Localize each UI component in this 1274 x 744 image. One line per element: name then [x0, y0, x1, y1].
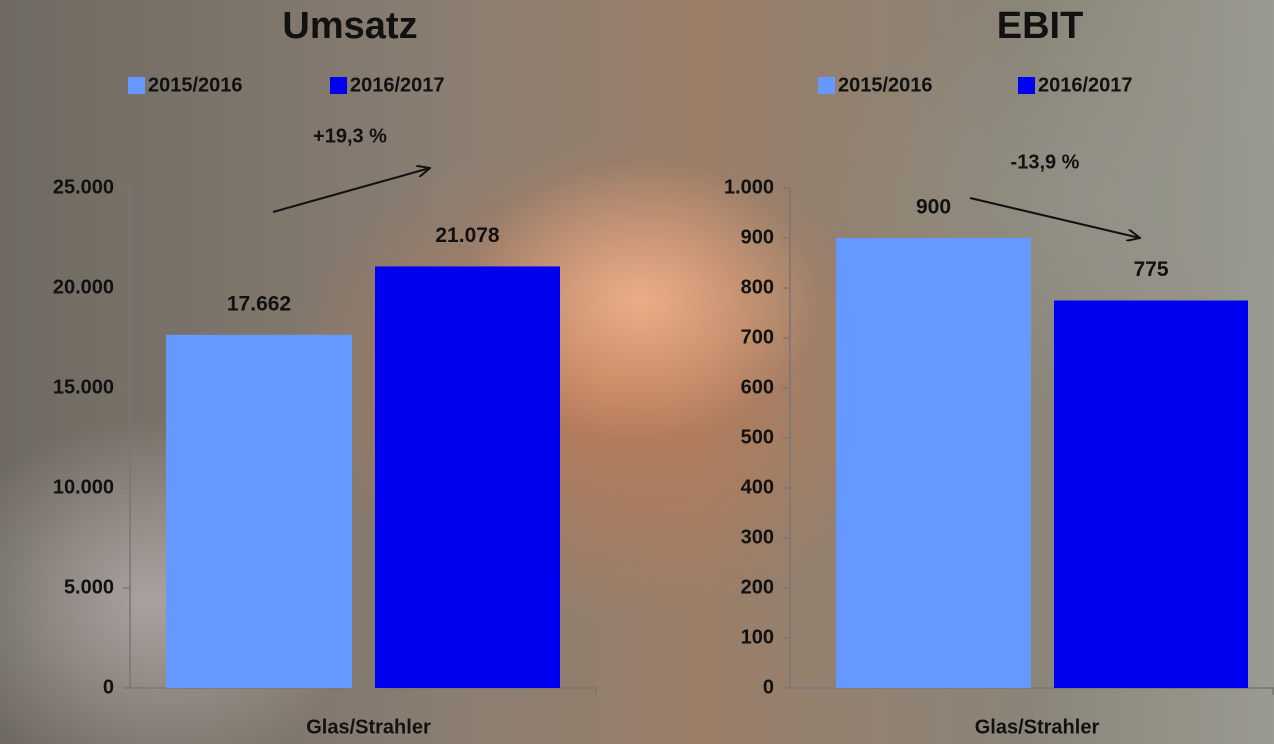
- legend-label: 2016/2017: [350, 74, 445, 96]
- x-tick-label: Glas/Strahler: [975, 716, 1100, 738]
- y-tick-label: 5.000: [64, 576, 114, 598]
- y-tick-label: 15.000: [53, 376, 114, 398]
- y-tick-label: 0: [763, 676, 774, 698]
- y-tick-label: 25.000: [53, 176, 114, 198]
- y-tick-label: 400: [741, 476, 774, 498]
- y-tick-label: 10.000: [53, 476, 114, 498]
- chart-title: EBIT: [997, 5, 1084, 47]
- bar: [1054, 300, 1248, 688]
- legend-swatch: [1018, 77, 1035, 94]
- arrow: [272, 168, 430, 213]
- y-tick-label: 900: [741, 226, 774, 248]
- legend-swatch: [330, 77, 347, 94]
- chart-title: Umsatz: [282, 5, 417, 47]
- legend-swatch: [818, 77, 835, 94]
- legend-swatch: [128, 77, 145, 94]
- legend-label: 2016/2017: [1038, 74, 1133, 96]
- data-label: 775: [1133, 258, 1168, 281]
- y-tick-label: 600: [741, 376, 774, 398]
- y-tick-label: 500: [741, 426, 774, 448]
- data-label: 900: [916, 196, 951, 219]
- data-label: 17.662: [227, 292, 291, 315]
- bar: [836, 238, 1031, 688]
- y-tick-label: 200: [741, 576, 774, 598]
- legend-label: 2015/2016: [148, 74, 243, 96]
- annotation: +19,3 %: [313, 125, 387, 147]
- y-tick-label: 1.000: [724, 176, 774, 198]
- bar: [166, 334, 352, 688]
- y-tick-label: 800: [741, 276, 774, 298]
- y-tick-label: 20.000: [53, 276, 114, 298]
- y-tick-label: 100: [741, 626, 774, 648]
- x-tick-label: Glas/Strahler: [306, 716, 431, 738]
- y-tick-label: 700: [741, 326, 774, 348]
- y-tick-label: 300: [741, 526, 774, 548]
- annotation: -13,9 %: [1011, 151, 1080, 173]
- y-tick-label: 0: [103, 676, 114, 698]
- data-label: 21.078: [435, 224, 500, 247]
- legend-label: 2015/2016: [838, 74, 933, 96]
- arrow: [969, 197, 1140, 238]
- bar: [375, 266, 560, 688]
